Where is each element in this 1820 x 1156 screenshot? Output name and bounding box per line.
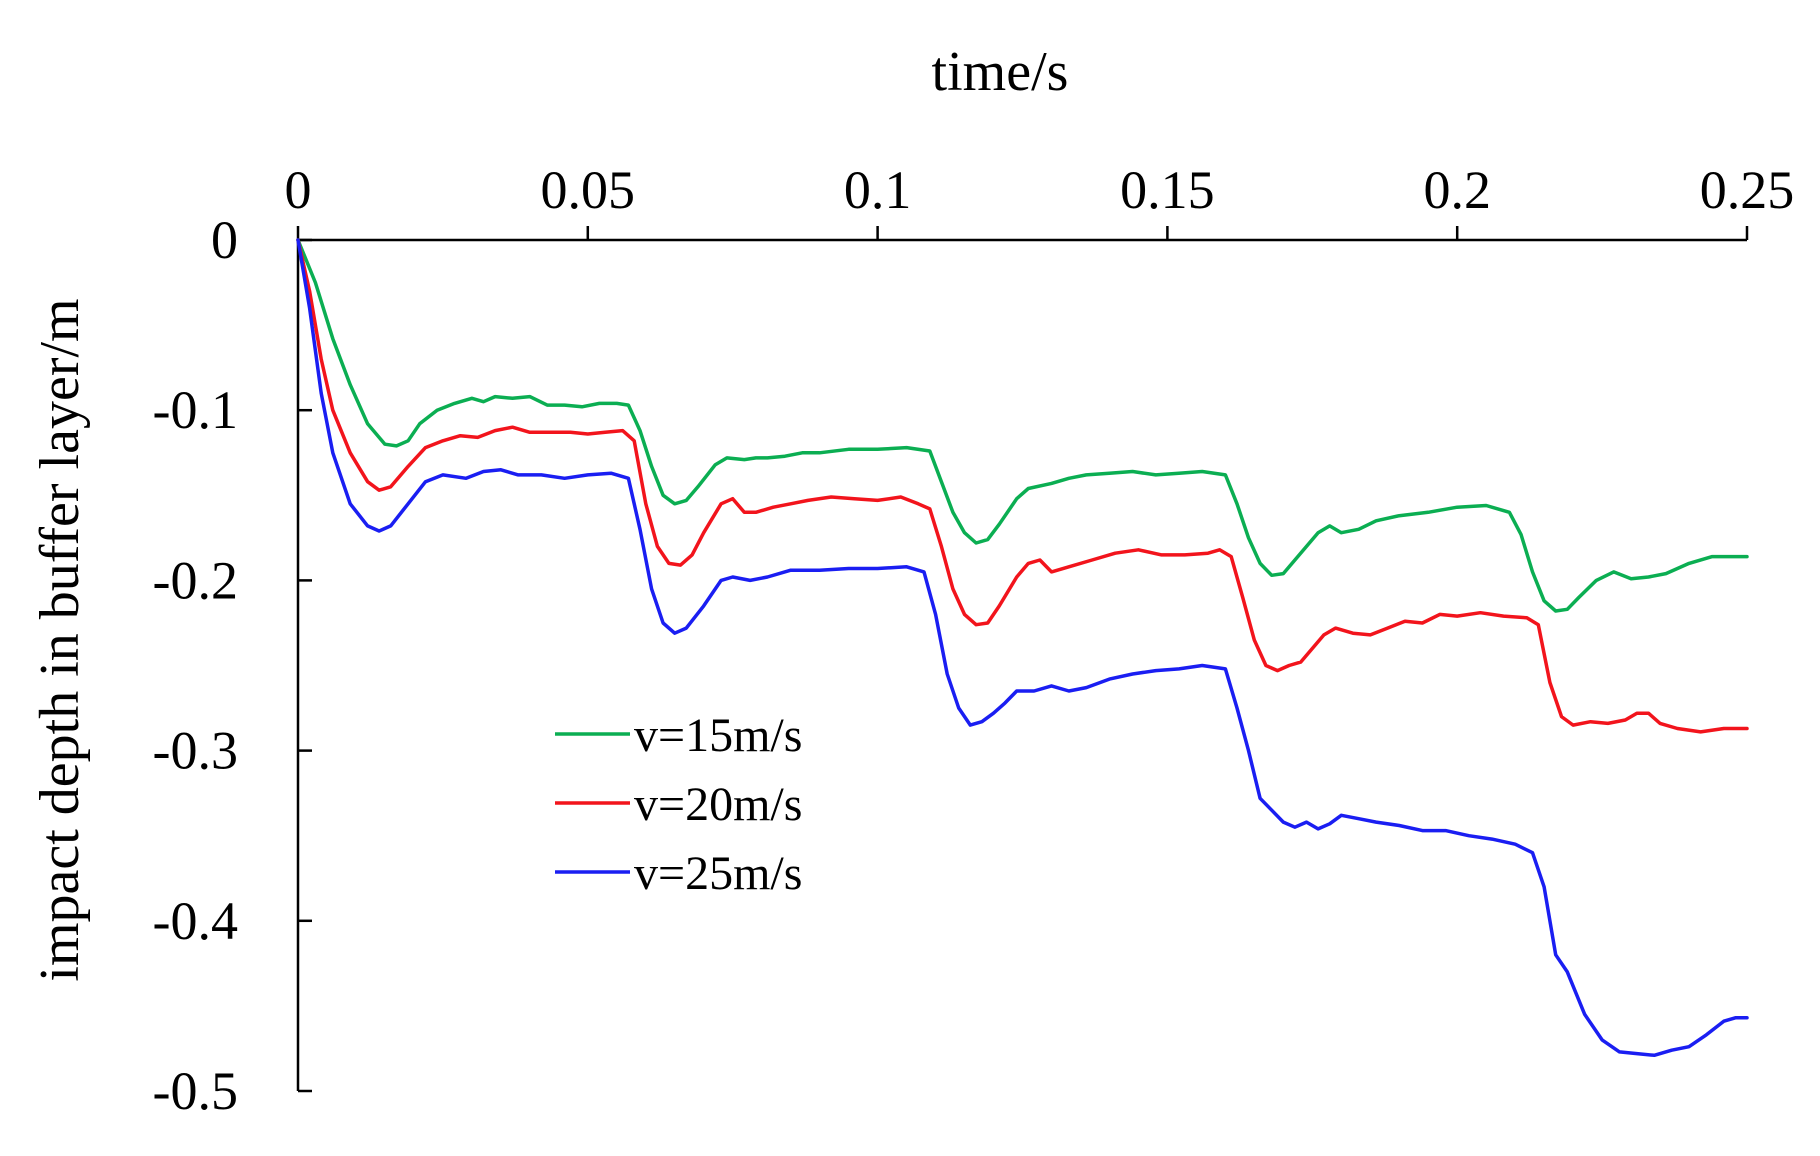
y-tick-label: -0.2	[153, 550, 238, 610]
y-tick-label: -0.4	[153, 891, 238, 951]
x-tick-label: 0.2	[1423, 160, 1491, 220]
plot-area: 0 0.05 0.1 0.15 0.2 0.25 0 -0.1 -0.2 -0.3 -0.4 -0.5	[153, 160, 1795, 1121]
legend-label-2: v=20m/s	[634, 778, 802, 831]
x-axis-title: time/s	[932, 41, 1069, 103]
x-tick-label: 0.15	[1120, 160, 1215, 220]
y-axis-title: impact depth in buffer layer/m	[29, 298, 91, 981]
y-tick-label: -0.3	[153, 721, 238, 781]
legend: v=15m/s v=20m/s v=25m/s	[555, 709, 802, 900]
legend-label-1: v=15m/s	[634, 709, 802, 762]
x-tick-label: 0.05	[541, 160, 636, 220]
x-tick-label: 0.1	[844, 160, 912, 220]
series-line-1	[296, 238, 1749, 613]
y-tick-label: -0.5	[153, 1061, 238, 1121]
x-tick-label: 0.25	[1700, 160, 1795, 220]
y-tick-label: -0.1	[153, 380, 238, 440]
series-line-2	[296, 238, 1749, 734]
series-line-3	[296, 238, 1749, 1058]
legend-label-3: v=25m/s	[634, 847, 802, 900]
y-tick-label: 0	[211, 210, 238, 270]
x-tick-label: 0	[285, 160, 312, 220]
